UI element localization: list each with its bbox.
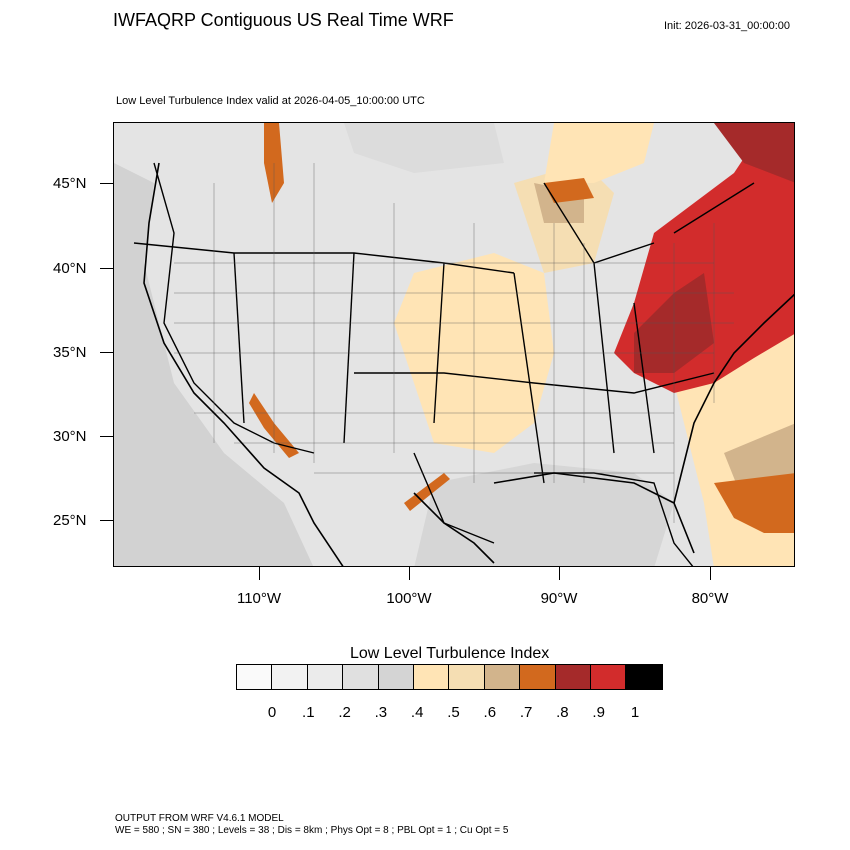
colorbar-swatch bbox=[272, 665, 308, 689]
footer-model: OUTPUT FROM WRF V4.6.1 MODEL bbox=[115, 813, 284, 824]
colorbar-label: .1 bbox=[302, 704, 315, 721]
lon-tick bbox=[409, 567, 410, 580]
lat-label-45: 45°N bbox=[53, 175, 87, 192]
map-canvas bbox=[114, 123, 794, 566]
lon-label-100: 100°W bbox=[386, 590, 432, 607]
colorbar-swatch bbox=[343, 665, 379, 689]
plot-subtitle: Low Level Turbulence Index valid at 2026… bbox=[116, 95, 425, 107]
colorbar-swatch bbox=[449, 665, 485, 689]
lon-label-80: 80°W bbox=[691, 590, 729, 607]
lat-label-25: 25°N bbox=[53, 512, 87, 529]
atlantic-orange-band bbox=[714, 473, 794, 533]
pacific-region bbox=[114, 163, 314, 566]
canada-region bbox=[344, 123, 504, 173]
colorbar-label: .7 bbox=[519, 704, 533, 721]
upper-peninsula-orange bbox=[544, 178, 594, 203]
colorbar-swatch bbox=[237, 665, 273, 689]
lat-label-40: 40°N bbox=[53, 260, 87, 277]
colorbar-swatch bbox=[307, 665, 344, 689]
lat-tick bbox=[100, 268, 113, 269]
lat-tick bbox=[100, 520, 113, 521]
lat-tick bbox=[100, 183, 113, 184]
colorbar-swatch bbox=[590, 665, 627, 689]
colorbar-swatch bbox=[378, 665, 414, 689]
legend-title: Low Level Turbulence Index bbox=[350, 645, 550, 662]
footer-config: WE = 580 ; SN = 380 ; Levels = 38 ; Dis … bbox=[115, 825, 509, 836]
init-time: Init: 2026-03-31_00:00:00 bbox=[664, 20, 790, 32]
county-borders bbox=[174, 163, 734, 523]
chart-title: IWFAQRP Contiguous US Real Time WRF bbox=[113, 10, 454, 30]
gulf-region bbox=[414, 463, 674, 566]
colorbar-swatch bbox=[484, 665, 521, 689]
colorbar-label: .2 bbox=[338, 704, 351, 721]
lon-tick bbox=[259, 567, 260, 580]
lon-label-90: 90°W bbox=[540, 590, 578, 607]
lat-label-35: 35°N bbox=[53, 344, 87, 361]
atlantic-coastline bbox=[673, 293, 794, 504]
colorbar-swatch bbox=[555, 665, 591, 689]
colorbar-swatch bbox=[626, 665, 662, 689]
colorbar-label: 1 bbox=[630, 704, 640, 721]
pacific-coastline bbox=[143, 162, 344, 566]
colorbar-label: .6 bbox=[483, 704, 497, 721]
colorbar bbox=[236, 664, 663, 690]
colorbar-label: .3 bbox=[374, 704, 388, 721]
lat-label-30: 30°N bbox=[53, 428, 87, 445]
colorbar-label: 0 bbox=[267, 704, 277, 721]
great-lakes-field bbox=[544, 123, 654, 183]
colorbar-swatch bbox=[413, 665, 450, 689]
lat-tick bbox=[100, 352, 113, 353]
colorbar-label: .5 bbox=[447, 704, 460, 721]
colorbar-swatch bbox=[520, 665, 556, 689]
lon-tick bbox=[710, 567, 711, 580]
gulf-coastline bbox=[413, 472, 695, 564]
lon-label-110: 110°W bbox=[236, 590, 282, 607]
colorbar-label: .9 bbox=[592, 704, 605, 721]
maine-dark-red bbox=[714, 123, 794, 183]
colorbar-label: .4 bbox=[410, 704, 424, 721]
texas-streak bbox=[404, 473, 450, 511]
turbulence-map bbox=[113, 122, 795, 567]
lat-tick bbox=[100, 436, 113, 437]
colorbar-label: .8 bbox=[556, 704, 569, 721]
lon-tick bbox=[559, 567, 560, 580]
